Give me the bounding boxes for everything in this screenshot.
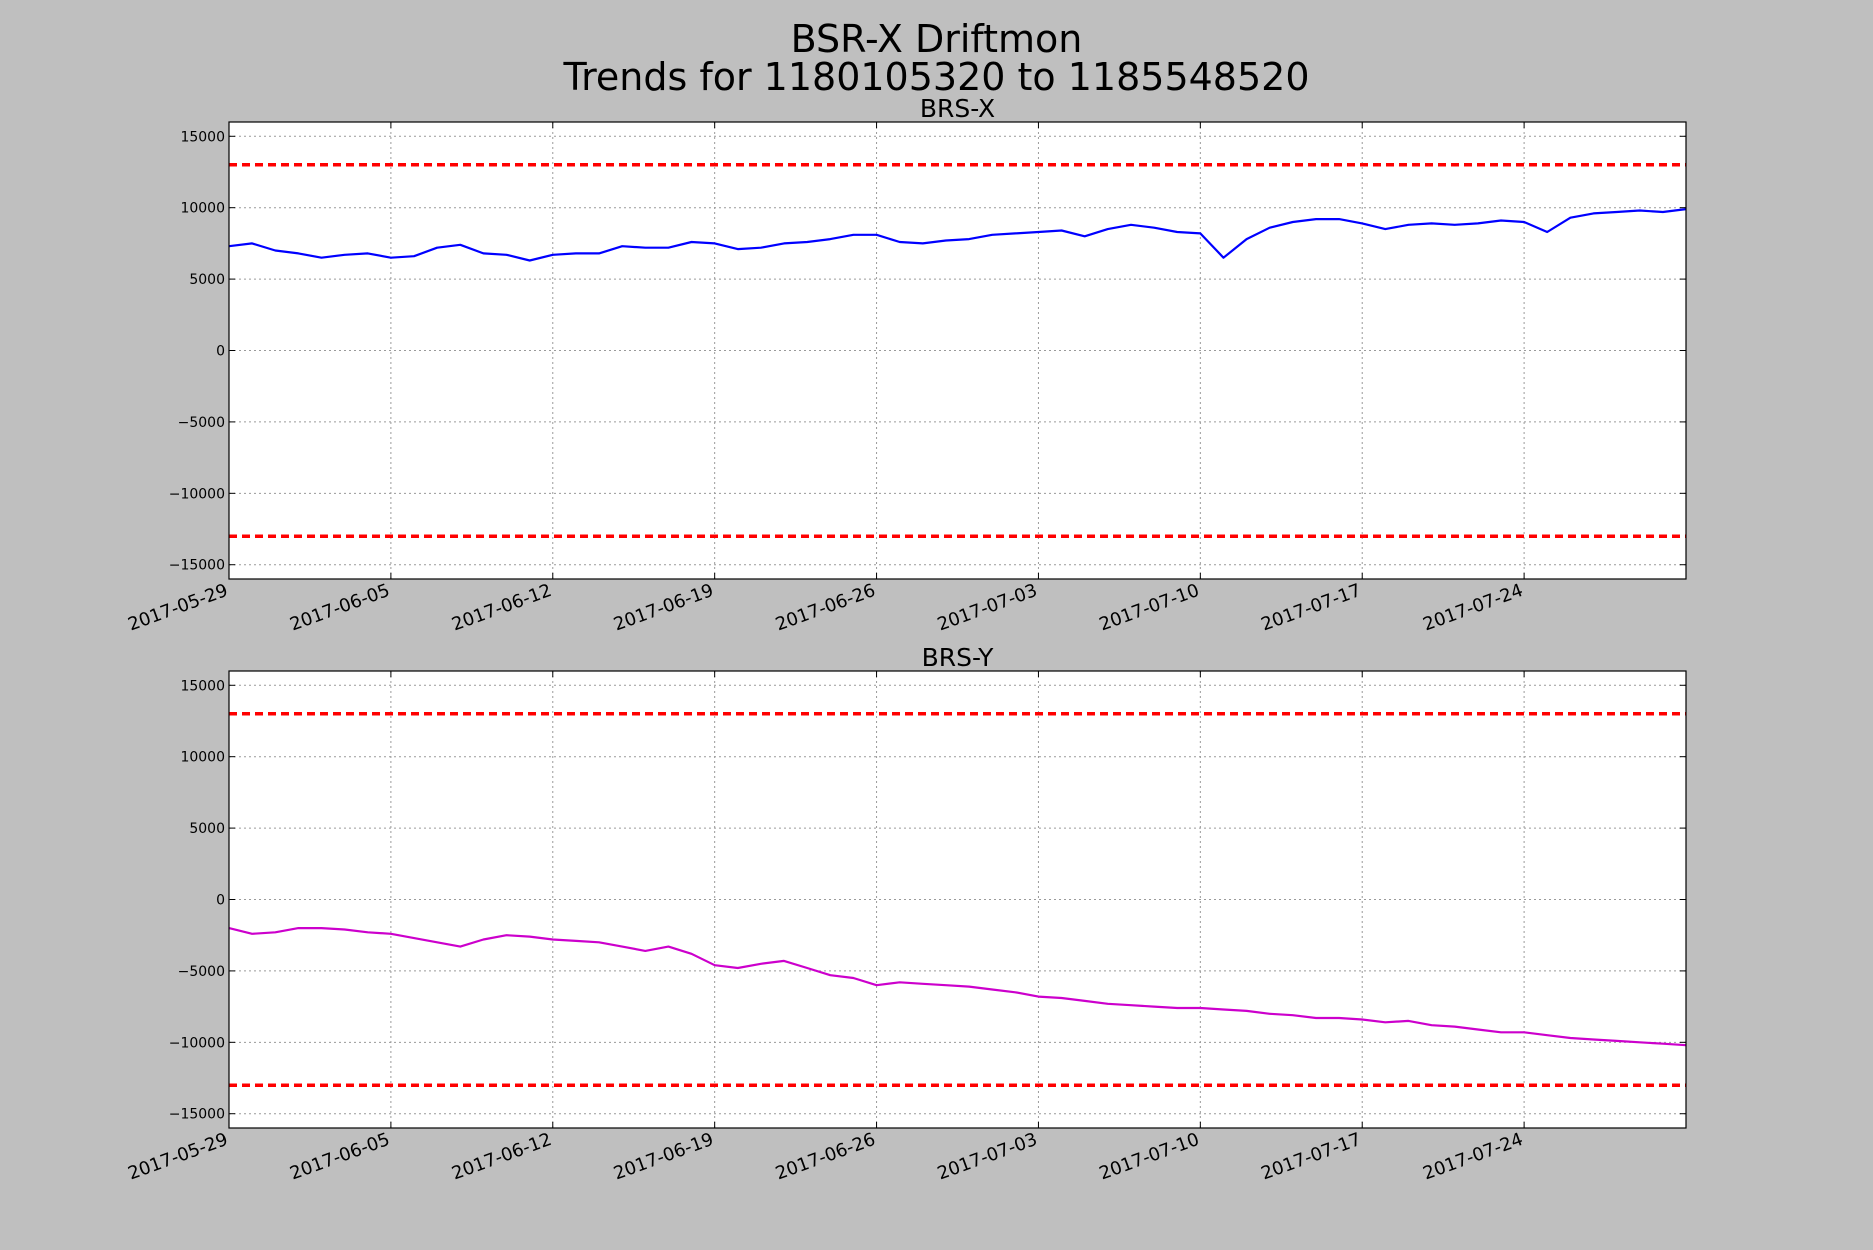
y-tick-label: −5000: [178, 415, 225, 431]
x-tick-label: 2017-07-24: [1420, 580, 1525, 636]
figure-title: BSR-X Driftmon: [790, 17, 1083, 61]
x-tick-label: 2017-07-03: [935, 580, 1040, 636]
series-line: [228, 926, 1687, 1047]
x-tick-label: 2017-07-24: [1420, 1129, 1525, 1185]
x-tick-label: 2017-06-05: [287, 1129, 392, 1185]
x-tick-label: 2017-06-26: [773, 1129, 878, 1185]
x-tick-label: 2017-05-29: [125, 1129, 230, 1185]
y-tick-label: 5000: [189, 821, 225, 837]
x-tick-label: 2017-06-26: [773, 580, 878, 636]
x-tick-label: 2017-07-03: [935, 1129, 1040, 1185]
y-tick-label: 0: [216, 893, 225, 909]
y-tick-label: 10000: [180, 750, 225, 766]
y-tick-label: 15000: [180, 678, 225, 694]
x-tick-label: 2017-06-12: [449, 1129, 554, 1185]
y-tick-label: −5000: [178, 964, 225, 980]
x-tick-label: 2017-07-17: [1258, 580, 1363, 636]
panel-title: BRS-X: [920, 94, 995, 123]
y-tick-label: −15000: [169, 558, 225, 574]
plot-area: [229, 671, 1686, 1128]
x-tick-label: 2017-05-29: [125, 580, 230, 636]
panel-title: BRS-Y: [922, 643, 994, 672]
x-tick-label: 2017-06-19: [611, 1129, 716, 1185]
y-tick-label: 15000: [180, 129, 225, 145]
x-tick-label: 2017-07-17: [1258, 1129, 1363, 1185]
y-tick-label: −10000: [169, 1035, 225, 1051]
figure-subtitle: Trends for 1180105320 to 1185548520: [563, 55, 1310, 99]
x-tick-label: 2017-06-19: [611, 580, 716, 636]
x-tick-label: 2017-06-05: [287, 580, 392, 636]
y-tick-label: −15000: [169, 1107, 225, 1123]
x-tick-label: 2017-07-10: [1097, 1129, 1202, 1185]
series-line: [228, 208, 1687, 262]
x-tick-label: 2017-07-10: [1097, 580, 1202, 636]
y-tick-label: 0: [216, 344, 225, 360]
y-tick-label: 10000: [180, 201, 225, 217]
plot-area: [229, 122, 1686, 579]
y-tick-label: 5000: [189, 272, 225, 288]
x-tick-label: 2017-06-12: [449, 580, 554, 636]
y-tick-label: −10000: [169, 486, 225, 502]
